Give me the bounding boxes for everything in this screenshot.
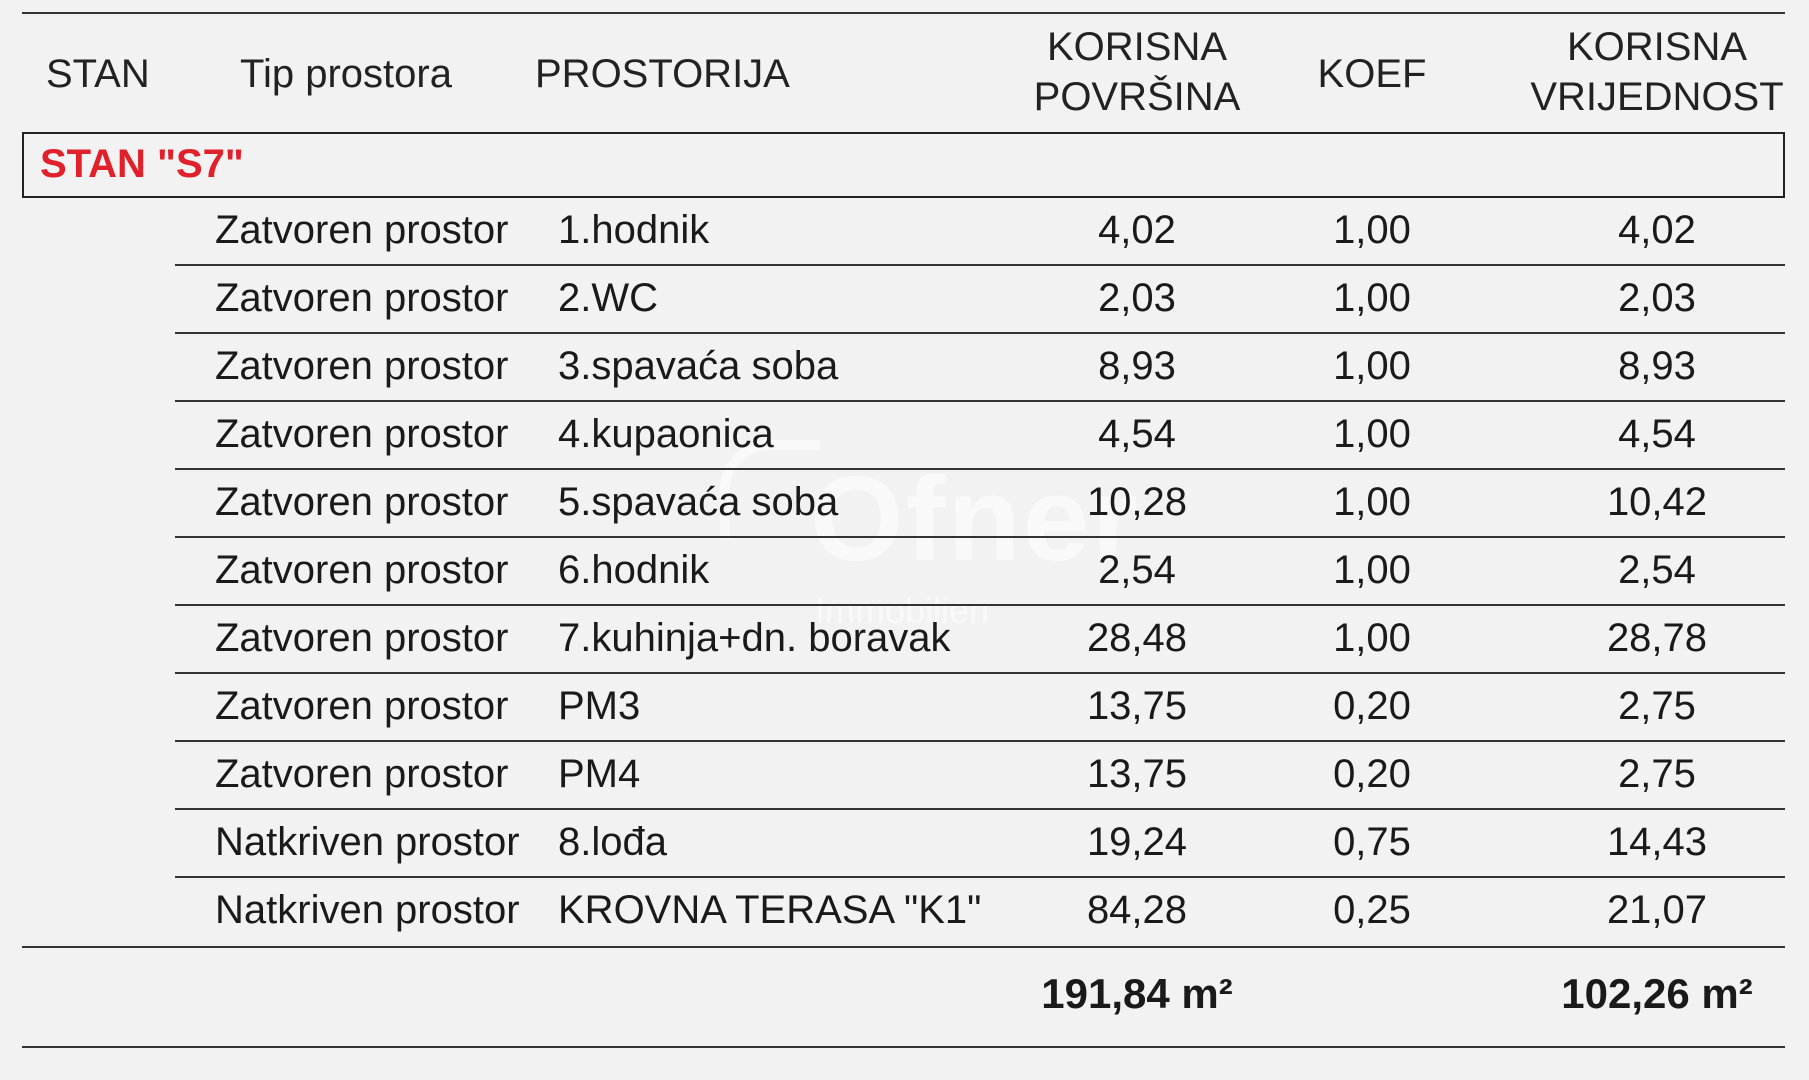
header-stan: STAN — [46, 52, 150, 96]
cell-vrijednost: 8,93 — [1618, 344, 1696, 388]
cell-vrijednost: 4,54 — [1618, 412, 1696, 456]
cell-koef: 1,00 — [1333, 480, 1411, 524]
total-vrijednost: 102,26 m² — [1561, 970, 1753, 1017]
cell-tip: Zatvoren prostor — [215, 344, 509, 388]
cell-koef: 0,75 — [1333, 820, 1411, 864]
cell-vrijednost: 2,75 — [1618, 752, 1696, 796]
table-row: Zatvoren prostor 6.hodnik 2,54 1,00 2,54 — [175, 538, 1785, 606]
cell-povrsina: 2,54 — [1098, 548, 1176, 592]
header-korisna-povrsina-line2: POVRŠINA — [1033, 75, 1241, 119]
table-row: Zatvoren prostor 3.spavaća soba 8,93 1,0… — [175, 334, 1785, 402]
cell-tip: Zatvoren prostor — [215, 480, 509, 524]
cell-prostorija: PM4 — [558, 752, 641, 796]
header-korisna-vrijednost-line1: KORISNA — [1566, 25, 1748, 69]
cell-prostorija: 1.hodnik — [558, 208, 710, 252]
cell-tip: Zatvoren prostor — [215, 412, 509, 456]
header-korisna-vrijednost: KORISNA VRIJEDNOST — [1502, 22, 1809, 122]
header-korisna-povrsina: KORISNA POVRŠINA — [1007, 22, 1267, 122]
table-body: Zatvoren prostor 1.hodnik 4,02 1,00 4,02… — [22, 198, 1785, 946]
cell-povrsina: 84,28 — [1086, 888, 1188, 932]
cell-koef: 1,00 — [1333, 276, 1411, 320]
cell-vrijednost: 14,43 — [1606, 820, 1708, 864]
cell-povrsina: 13,75 — [1086, 752, 1188, 796]
top-rule — [22, 12, 1785, 14]
cell-koef: 1,00 — [1333, 208, 1411, 252]
cell-povrsina: 19,24 — [1086, 820, 1188, 864]
cell-prostorija: 5.spavaća soba — [558, 480, 839, 524]
table-header: STAN Tip prostora PROSTORIJA KORISNA POV… — [22, 14, 1785, 132]
cell-tip: Natkriven prostor — [215, 820, 520, 864]
section-label: STAN "S7" — [40, 142, 244, 186]
table-row: Zatvoren prostor 4.kupaonica 4,54 1,00 4… — [175, 402, 1785, 470]
cell-povrsina: 2,03 — [1098, 276, 1176, 320]
cell-povrsina: 13,75 — [1086, 684, 1188, 728]
cell-koef: 1,00 — [1333, 412, 1411, 456]
cell-vrijednost: 2,03 — [1618, 276, 1696, 320]
cell-povrsina: 8,93 — [1098, 344, 1176, 388]
area-table: STAN Tip prostora PROSTORIJA KORISNA POV… — [22, 12, 1785, 1048]
cell-koef: 1,00 — [1333, 344, 1411, 388]
header-korisna-povrsina-line1: KORISNA — [1046, 25, 1228, 69]
bottom-rule — [22, 1046, 1785, 1048]
cell-koef: 0,25 — [1333, 888, 1411, 932]
cell-vrijednost: 10,42 — [1606, 480, 1708, 524]
totals-row: 191,84 m² 102,26 m² — [22, 948, 1785, 1046]
cell-prostorija: 8.lođa — [558, 820, 667, 864]
header-korisna-vrijednost-line2: VRIJEDNOST — [1530, 75, 1784, 119]
cell-prostorija: 4.kupaonica — [558, 412, 774, 456]
cell-prostorija: 7.kuhinja+dn. boravak — [558, 616, 951, 660]
cell-povrsina: 10,28 — [1086, 480, 1188, 524]
cell-prostorija: KROVNA TERASA "K1" — [558, 888, 982, 932]
cell-tip: Zatvoren prostor — [215, 276, 509, 320]
table-row: Zatvoren prostor 2.WC 2,03 1,00 2,03 — [175, 266, 1785, 334]
section-row: STAN "S7" — [22, 132, 1785, 198]
table-row: Zatvoren prostor PM3 13,75 0,20 2,75 — [175, 674, 1785, 742]
cell-koef: 0,20 — [1333, 684, 1411, 728]
cell-koef: 1,00 — [1333, 548, 1411, 592]
cell-prostorija: PM3 — [558, 684, 641, 728]
cell-vrijednost: 4,02 — [1618, 208, 1696, 252]
cell-vrijednost: 2,75 — [1618, 684, 1696, 728]
cell-tip: Zatvoren prostor — [215, 684, 509, 728]
cell-koef: 1,00 — [1333, 616, 1411, 660]
cell-prostorija: 6.hodnik — [558, 548, 710, 592]
table-row: Zatvoren prostor 1.hodnik 4,02 1,00 4,02 — [175, 198, 1785, 266]
cell-vrijednost: 28,78 — [1606, 616, 1708, 660]
total-rule — [22, 946, 1785, 948]
cell-povrsina: 4,02 — [1098, 208, 1176, 252]
cell-prostorija: 2.WC — [558, 276, 658, 320]
header-koef: KOEF — [1317, 52, 1427, 96]
table-row: Zatvoren prostor 7.kuhinja+dn. boravak 2… — [175, 606, 1785, 674]
table-row: Natkriven prostor 8.lođa 19,24 0,75 14,4… — [175, 810, 1785, 878]
cell-tip: Zatvoren prostor — [215, 616, 509, 660]
cell-povrsina: 28,48 — [1086, 616, 1188, 660]
table-row: Zatvoren prostor PM4 13,75 0,20 2,75 — [175, 742, 1785, 810]
cell-povrsina: 4,54 — [1098, 412, 1176, 456]
cell-tip: Natkriven prostor — [215, 888, 520, 932]
header-tip-prostora: Tip prostora — [240, 52, 452, 96]
cell-tip: Zatvoren prostor — [215, 208, 509, 252]
cell-tip: Zatvoren prostor — [215, 548, 509, 592]
cell-tip: Zatvoren prostor — [215, 752, 509, 796]
total-povrsina: 191,84 m² — [1041, 970, 1233, 1017]
table-row: Natkriven prostor KROVNA TERASA "K1" 84,… — [175, 878, 1785, 946]
cell-vrijednost: 21,07 — [1606, 888, 1708, 932]
cell-vrijednost: 2,54 — [1618, 548, 1696, 592]
cell-prostorija: 3.spavaća soba — [558, 344, 839, 388]
table-row: Zatvoren prostor 5.spavaća soba 10,28 1,… — [175, 470, 1785, 538]
header-prostorija: PROSTORIJA — [535, 52, 790, 96]
cell-koef: 0,20 — [1333, 752, 1411, 796]
